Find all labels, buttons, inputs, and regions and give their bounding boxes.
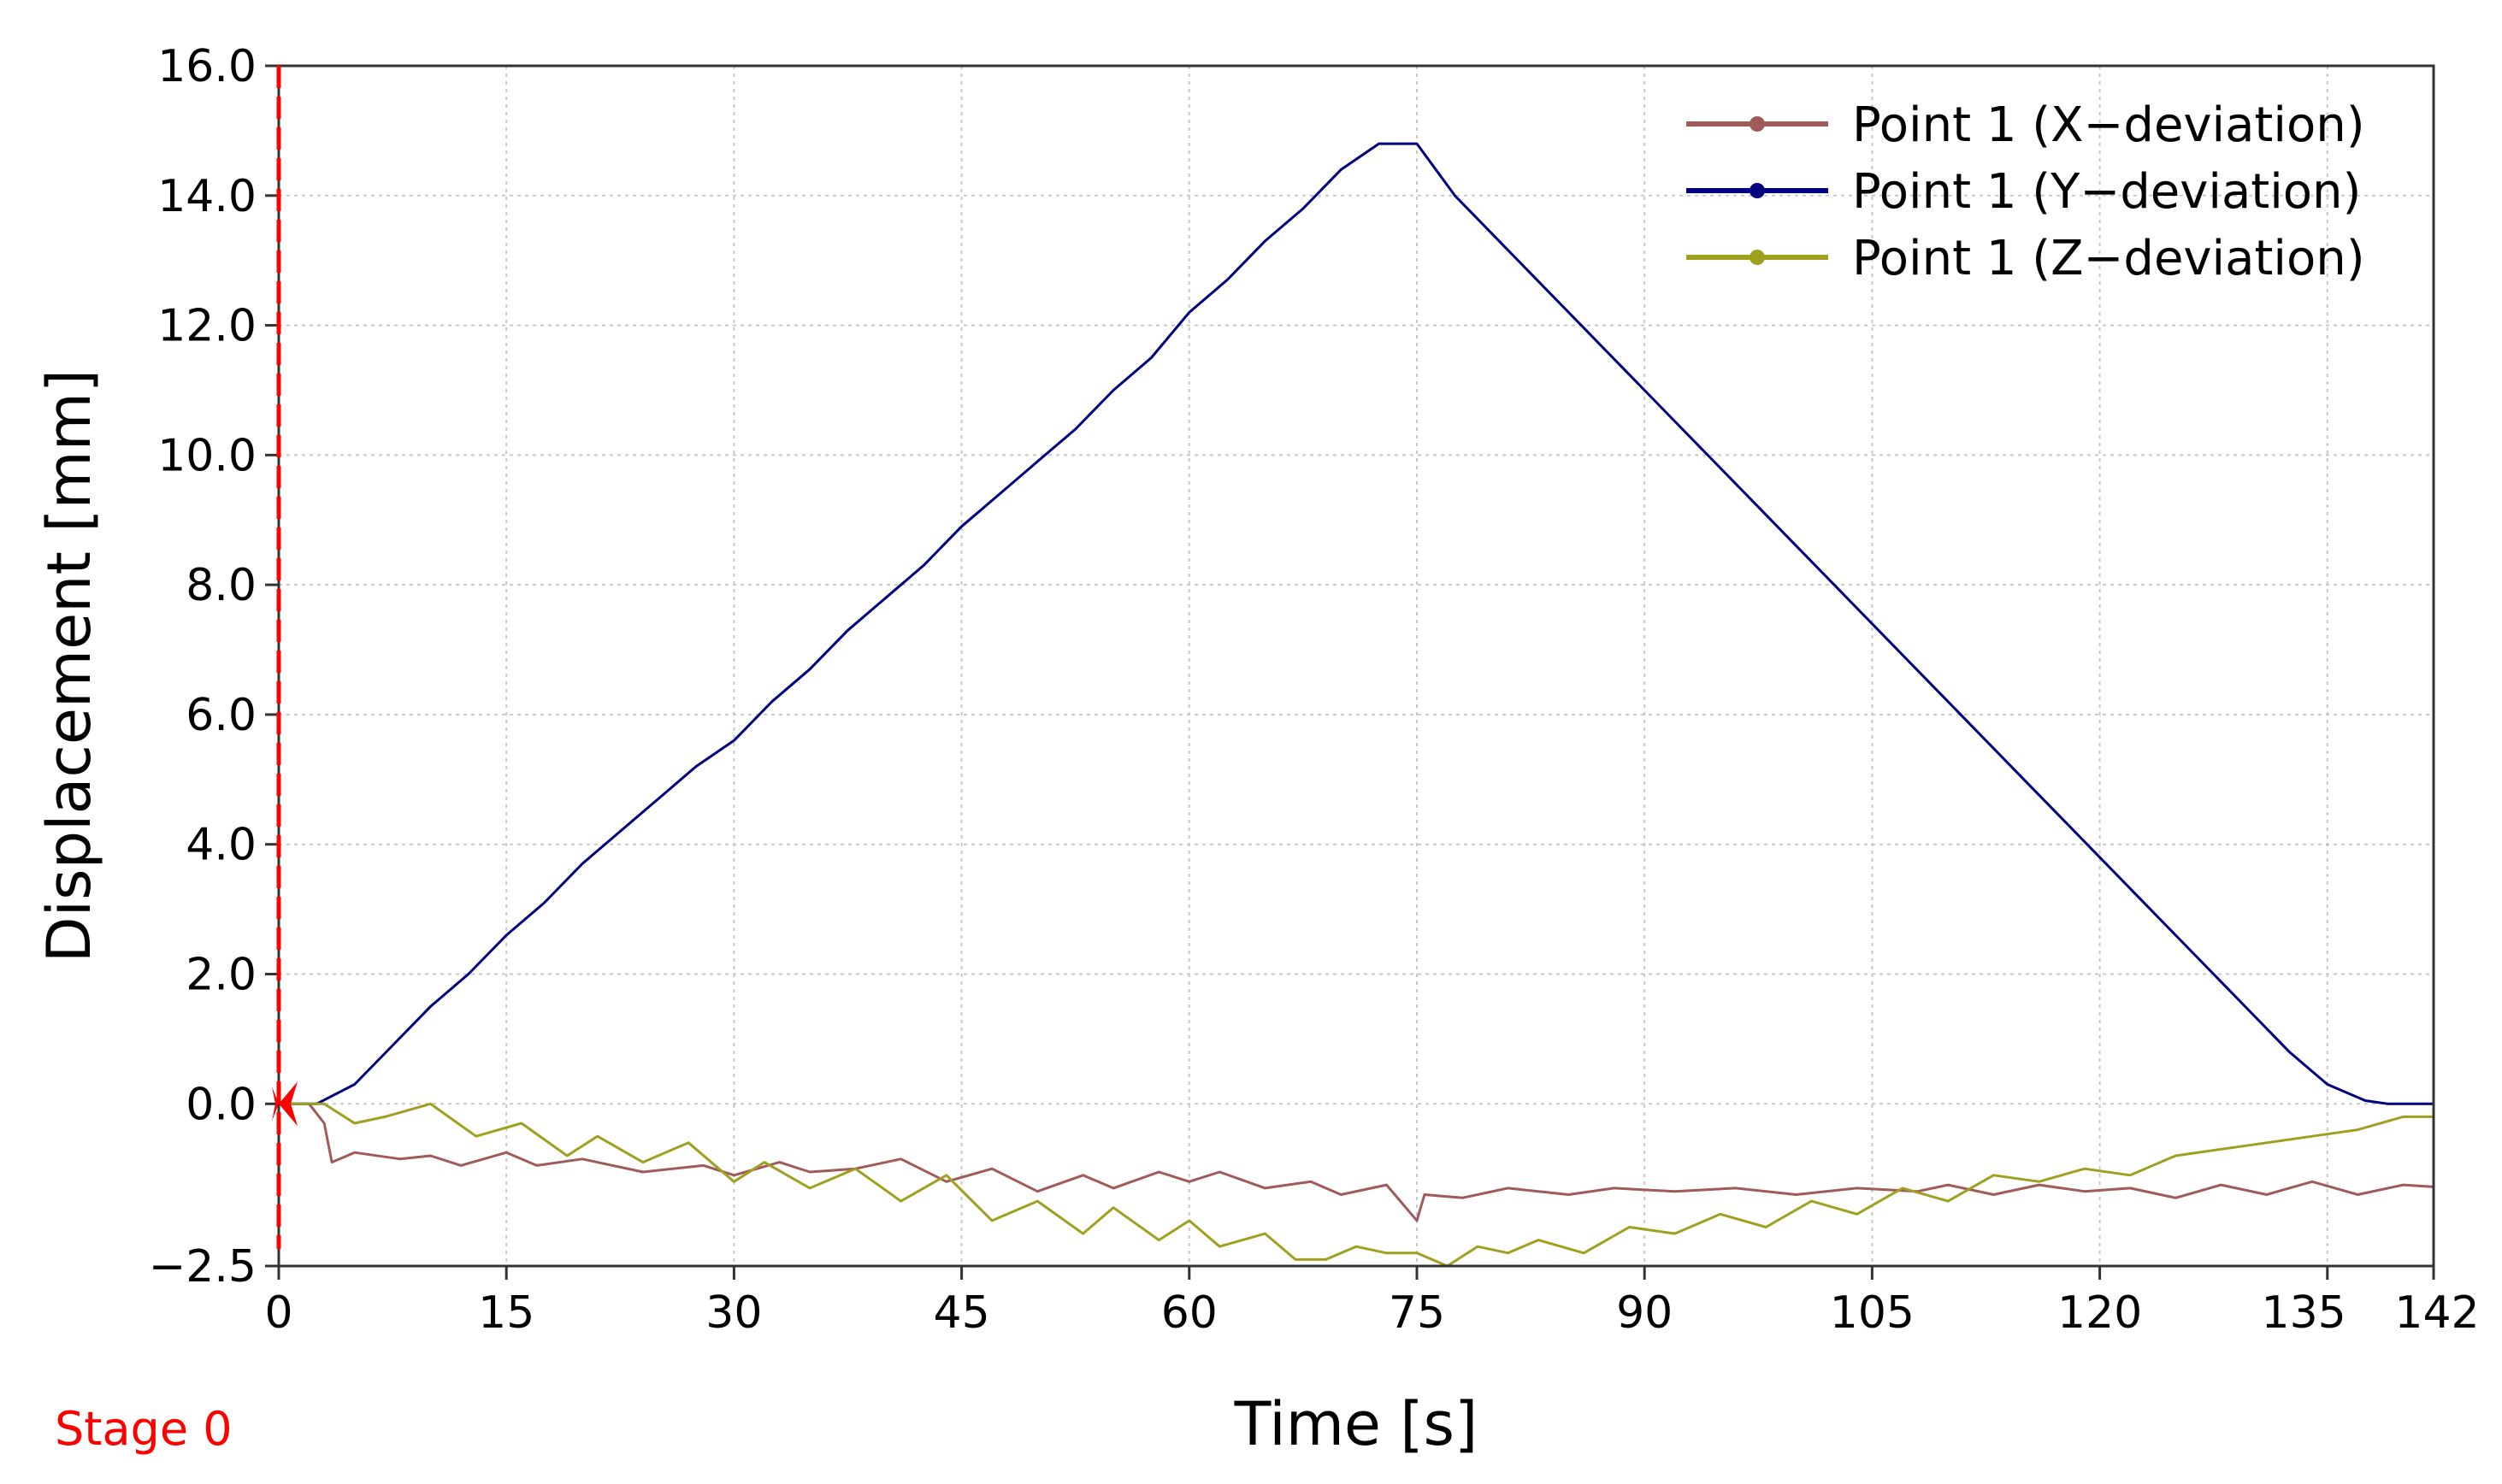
legend-marker-y-deviation xyxy=(1750,183,1765,198)
y-axis-title: Displacement [mm] xyxy=(34,369,104,963)
x-tick-label: 75 xyxy=(1389,1287,1445,1339)
stage-arrow-left xyxy=(272,1086,279,1122)
x-tick-label: 15 xyxy=(478,1287,534,1339)
x-tick-label: 60 xyxy=(1161,1287,1218,1339)
y-tick-label: −2.5 xyxy=(149,1241,257,1293)
stage-label: Stage 0 xyxy=(55,1402,233,1456)
gridlines xyxy=(279,66,2434,1266)
legend-label-z-deviation: Point 1 (Z−deviation) xyxy=(1852,231,2365,286)
series-line-z-deviation xyxy=(277,1102,2435,1268)
x-tick-label: 120 xyxy=(2057,1287,2142,1339)
y-tick-label: 10.0 xyxy=(157,430,257,481)
x-tick-label: 105 xyxy=(1830,1287,1915,1339)
plot-area xyxy=(279,66,2434,1266)
y-tick-label: 16.0 xyxy=(157,41,257,92)
stage-marker xyxy=(272,66,298,1249)
stage-arrow-right xyxy=(279,1081,298,1127)
y-tick-label: 14.0 xyxy=(157,171,257,222)
x-tick-label: 142 xyxy=(2394,1287,2479,1339)
x-axis-title: Time [s] xyxy=(1234,1389,1478,1459)
legend-marker-x-deviation xyxy=(1750,116,1765,132)
legend-label-x-deviation: Point 1 (X−deviation) xyxy=(1852,97,2365,153)
series-line-y-deviation xyxy=(277,142,2435,1105)
legend-label-y-deviation: Point 1 (Y−deviation) xyxy=(1852,164,2361,220)
axis-ticks: 0 15 30 45 60 75 90 105 120 135 142 −2.5 0.0 2.0 4.0 6.… xyxy=(149,41,2480,1339)
y-tick-label: 0.0 xyxy=(186,1079,257,1130)
x-tick-label: 0 xyxy=(264,1287,292,1339)
x-tick-label: 45 xyxy=(934,1287,990,1339)
y-tick-label: 12.0 xyxy=(157,301,257,352)
series-lines xyxy=(277,142,2435,1268)
x-tick-label: 90 xyxy=(1616,1287,1673,1339)
x-tick-label: 135 xyxy=(2262,1287,2346,1339)
y-tick-label: 4.0 xyxy=(186,820,257,871)
legend-marker-z-deviation xyxy=(1750,250,1765,265)
x-tick-label: 30 xyxy=(705,1287,762,1339)
y-tick-label: 6.0 xyxy=(186,690,257,741)
series-line-x-deviation xyxy=(277,1102,2435,1222)
y-tick-label: 8.0 xyxy=(186,560,257,611)
y-tick-label: 2.0 xyxy=(186,949,257,1000)
legend: Point 1 (X−deviation) Point 1 (Y−deviatio… xyxy=(1686,97,2365,286)
